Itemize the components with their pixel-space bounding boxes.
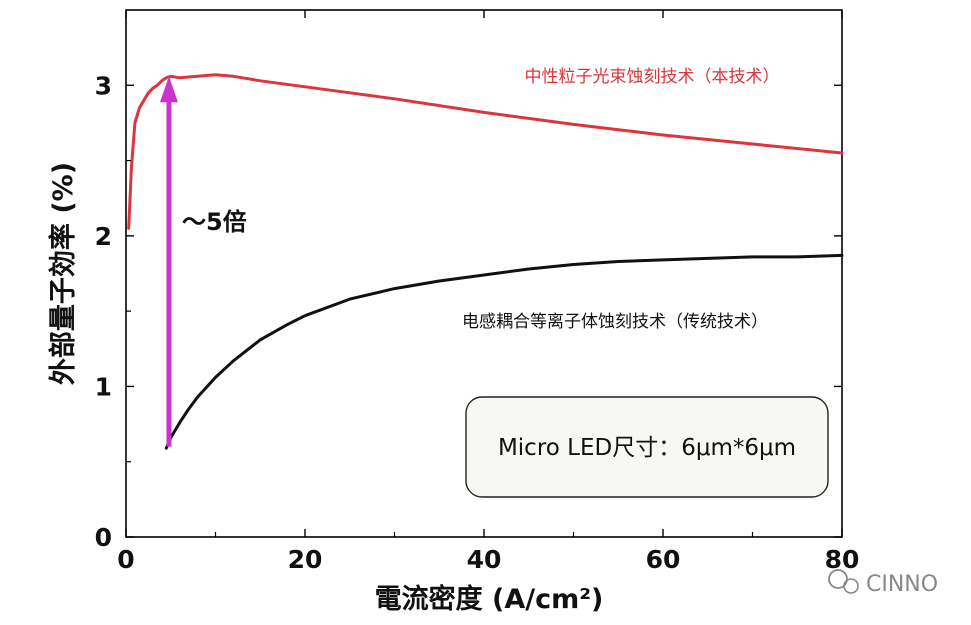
magnification-arrow-head xyxy=(159,76,178,103)
size-info-box xyxy=(465,396,829,498)
series-line-0 xyxy=(127,73,844,230)
wechat-icon-bubble xyxy=(843,578,859,594)
x-tick-label: 80 xyxy=(825,545,860,574)
x-axis-label: 電流密度 (A/cm²) xyxy=(375,583,604,615)
x-tick-label: 0 xyxy=(117,545,134,574)
series-label-black: 电感耦合等离子体蚀刻技术（传统技术） xyxy=(462,312,768,332)
x-tick-label: 40 xyxy=(467,545,502,574)
watermark-text: CINNO xyxy=(866,572,938,597)
x-tick-label: 60 xyxy=(646,545,681,574)
magnification-label: ～5倍 xyxy=(182,208,247,236)
size-info-text: Micro LED尺寸：6μm*6μm xyxy=(498,435,796,461)
y-tick-label: 1 xyxy=(95,372,112,401)
series-line-1 xyxy=(164,253,844,450)
y-axis-label: 外部量子効率 (%) xyxy=(47,162,79,385)
y-tick-label: 0 xyxy=(95,523,112,552)
y-tick-label: 2 xyxy=(95,222,112,251)
x-tick-label: 20 xyxy=(288,545,323,574)
y-tick-label: 3 xyxy=(95,71,112,100)
wechat-icon xyxy=(828,569,848,589)
series-label-red: 中性粒子光束蚀刻技术（本技术） xyxy=(525,67,780,87)
watermark: CINNO xyxy=(828,569,938,597)
